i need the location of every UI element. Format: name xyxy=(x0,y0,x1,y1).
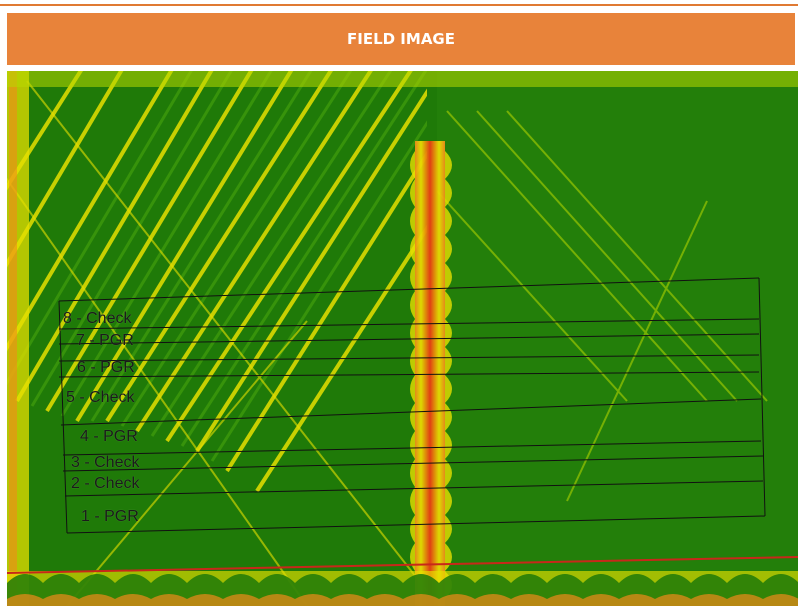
bottom-edge-stress xyxy=(7,571,798,606)
field-image: 8 - Check 7 - PGR 6 - PGR 5 - Check 4 - … xyxy=(7,71,798,606)
plot-label-3: 3 - Check xyxy=(71,454,140,471)
plot-label-4: 4 - PGR xyxy=(80,428,138,445)
plot-label-1: 1 - PGR xyxy=(81,508,139,525)
field-boundary-line xyxy=(7,556,798,574)
section-header: FIELD IMAGE xyxy=(7,13,795,65)
center-stress-strip xyxy=(410,141,452,606)
section-title: FIELD IMAGE xyxy=(347,30,455,48)
top-divider xyxy=(0,4,798,6)
top-edge-stress xyxy=(7,71,798,87)
plot-label-6: 6 - PGR xyxy=(77,359,135,376)
plot-label-5: 5 - Check xyxy=(66,389,135,406)
plot-label-2: 2 - Check xyxy=(71,475,140,492)
plot-boundaries xyxy=(58,277,766,534)
ndvi-map xyxy=(7,71,798,606)
plot-label-8: 8 - Check xyxy=(63,310,132,327)
crop-base-right xyxy=(437,71,798,606)
plot-label-7: 7 - PGR xyxy=(76,332,134,349)
left-stress-stripes xyxy=(7,71,427,606)
right-stress-lines xyxy=(437,110,768,502)
